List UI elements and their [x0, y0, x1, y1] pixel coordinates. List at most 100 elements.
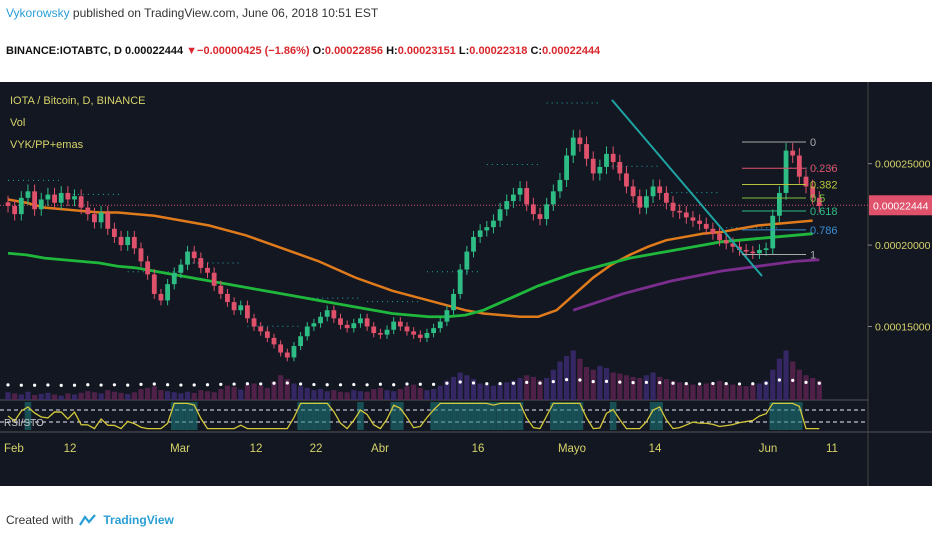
- candle: [145, 261, 151, 275]
- candle: [18, 197, 24, 215]
- volume-bar: [85, 391, 91, 400]
- candle: [32, 191, 37, 210]
- volume-bar: [716, 380, 723, 400]
- close-label: C:: [530, 45, 543, 57]
- x-tick-label: 11: [826, 443, 838, 455]
- rsi-overbought-zone: [516, 402, 524, 430]
- candle: [637, 196, 643, 208]
- candle: [411, 331, 417, 335]
- volume-bar: [517, 378, 523, 400]
- price-chart[interactable]: 0.00025000 0.00020000 0.00015000 0 0.236 0.38…: [0, 82, 932, 486]
- volume-bar: [657, 376, 663, 400]
- volume-bar: [198, 390, 204, 400]
- candle: [783, 150, 789, 193]
- candle: [191, 251, 197, 259]
- open-label: O:: [312, 45, 325, 57]
- volume-bar: [238, 389, 244, 400]
- indicator-dot: [378, 382, 382, 386]
- volume-bar: [637, 378, 643, 400]
- candle: [304, 326, 310, 337]
- volume-bar: [431, 389, 437, 400]
- indicator-dot: [684, 382, 688, 386]
- fib-level-label: 0.786: [810, 225, 838, 237]
- volume-bar: [5, 392, 11, 400]
- candle: [72, 196, 77, 200]
- indicator-dot: [33, 383, 37, 387]
- x-tick-label: 12: [250, 443, 263, 455]
- volume-bar: [258, 385, 264, 400]
- volume-bar: [51, 394, 58, 400]
- y-tick-label: 0.00025000: [875, 159, 931, 171]
- author-link[interactable]: Vykorowsky: [6, 6, 70, 20]
- indicator-dot: [312, 382, 316, 387]
- rsi-overbought-zone: [463, 402, 471, 430]
- volume-bar: [18, 394, 24, 400]
- candle: [65, 192, 71, 200]
- rsi-overbought-zone: [456, 402, 464, 430]
- candle: [364, 318, 370, 327]
- candle: [138, 248, 144, 262]
- rsi-overbought-zone: [576, 402, 584, 430]
- volume-bar: [371, 389, 377, 400]
- volume-bar: [278, 375, 284, 400]
- x-tick-label: 12: [64, 443, 77, 455]
- candle: [670, 202, 676, 211]
- rsi-panel-label: RSI/STO: [4, 418, 44, 429]
- indicator-dot: [777, 378, 782, 382]
- rsi-overbought-zone: [510, 402, 517, 430]
- indicator-dot: [578, 378, 582, 382]
- volume-bar: [750, 384, 756, 400]
- volume-bar: [457, 372, 463, 400]
- candle: [344, 324, 350, 329]
- candle: [98, 212, 104, 223]
- published-text: published on TradingView.com, June 06, 2…: [69, 6, 379, 20]
- volume-bar: [32, 395, 38, 400]
- volume-bar: [111, 391, 117, 400]
- indicator-dot: [338, 383, 343, 387]
- candle: [770, 215, 776, 249]
- rsi-overbought-zone: [556, 402, 564, 430]
- volume-bar: [158, 390, 164, 400]
- indicator-dot: [139, 382, 143, 386]
- volume-bar: [58, 395, 64, 400]
- volume-bar: [98, 393, 104, 400]
- volume-bar: [424, 390, 430, 400]
- candle: [38, 199, 44, 210]
- volume-bar: [377, 387, 383, 400]
- indicator-dot: [126, 383, 130, 387]
- chart-area[interactable]: 0.00025000 0.00020000 0.00015000 0 0.236 0.38…: [0, 82, 932, 486]
- indicator-dot: [152, 382, 156, 386]
- candle: [165, 284, 170, 301]
- candle: [530, 204, 536, 215]
- last-price: 0.00022444: [124, 45, 184, 57]
- candle: [650, 186, 656, 197]
- volume-bar: [710, 382, 716, 400]
- candle: [544, 204, 550, 220]
- rsi-overbought-zone: [323, 402, 331, 430]
- indicator-dot: [565, 378, 569, 382]
- volume-bar: [810, 378, 816, 400]
- candle: [590, 158, 596, 174]
- candle: [45, 194, 51, 200]
- candle: [25, 191, 31, 198]
- indicator-dot: [538, 381, 542, 385]
- indicator-dot: [6, 383, 10, 387]
- rsi-overbought-zone: [297, 402, 304, 430]
- indicator-dot: [737, 382, 742, 386]
- rsi-overbought-zone: [310, 402, 318, 430]
- indicator-dot: [219, 382, 223, 386]
- candle: [311, 323, 317, 327]
- candle: [131, 236, 137, 249]
- candle: [391, 321, 397, 330]
- indicator-dot: [432, 382, 436, 386]
- candle: [264, 331, 270, 338]
- volume-bar: [524, 375, 530, 400]
- volume-bar: [736, 385, 743, 400]
- rsi-overbought-zone: [769, 402, 777, 430]
- volume-bar: [617, 373, 623, 400]
- tradingview-brand[interactable]: TradingView: [103, 513, 174, 527]
- rsi-overbought-zone: [496, 402, 504, 430]
- rsi-overbought-zone: [430, 402, 437, 430]
- footer: Created with TradingView: [6, 513, 174, 527]
- candle: [358, 318, 363, 324]
